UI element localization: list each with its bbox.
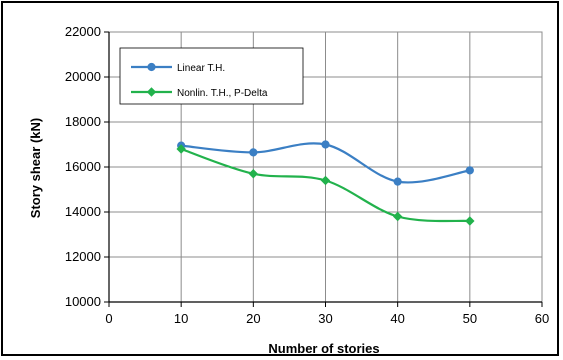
legend-marker [146,87,157,97]
legend-label: Nonlin. T.H., P-Delta [177,88,268,99]
y-tick-label: 22000 [65,24,101,39]
series-group [176,140,475,226]
x-tick-label: 50 [463,311,477,326]
x-tick-label: 60 [535,311,549,326]
y-tick-label: 20000 [65,69,101,84]
legend: Linear T.H. Nonlin. T.H., P-Delta [119,47,304,105]
data-point [392,211,403,222]
legend-marker [147,62,156,72]
y-axis-title: Story shear (kN) [28,118,43,218]
x-tick-label: 40 [390,311,404,326]
x-tick-label: 0 [105,311,112,326]
legend-label: Linear T.H. [177,63,225,74]
y-tick-label: 12000 [65,249,101,264]
y-tick-label: 16000 [65,159,101,174]
data-point [393,177,402,186]
data-point [465,166,474,175]
x-axis-title: Number of stories [268,341,379,356]
data-point [248,169,259,179]
series-2 [176,144,475,226]
x-tick-label: 30 [318,311,332,326]
data-point [465,216,475,226]
x-tick-label: 20 [246,311,260,326]
y-tick-label: 14000 [65,204,101,219]
y-tick-label: 10000 [65,294,101,309]
data-point [176,144,186,154]
data-point [249,148,258,157]
data-point [321,140,330,149]
data-point [320,175,331,186]
x-tick-label: 10 [174,311,188,326]
axes: 10000 12000 14000 16000 18000 20000 22000 0 10 20… [65,24,549,326]
y-tick-label: 18000 [65,114,101,129]
